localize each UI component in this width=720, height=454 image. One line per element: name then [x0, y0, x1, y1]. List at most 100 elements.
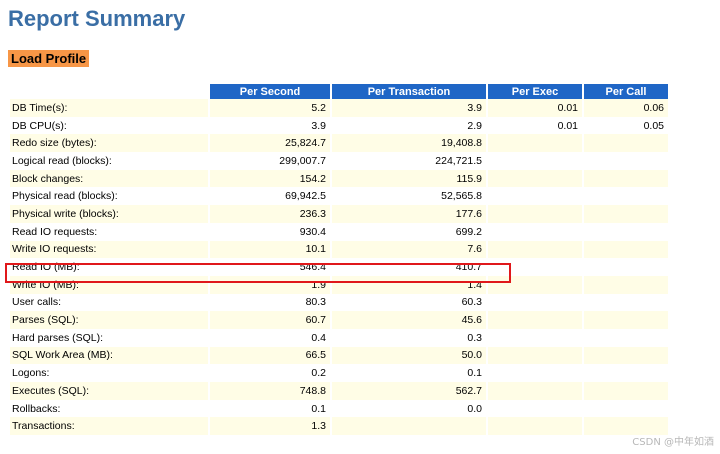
table-row: Read IO (MB): 546.4 410.7	[10, 258, 668, 276]
cell-per-transaction: 562.7	[332, 382, 486, 400]
table-row: Write IO (MB): 1.9 1.4	[10, 275, 668, 294]
cell-per-exec: 0.01	[488, 99, 582, 117]
table-row: Write IO requests: 10.1 7.6	[10, 240, 668, 259]
cell-per-second: 5.2	[210, 99, 330, 117]
cell-per-second: 3.9	[210, 116, 330, 135]
cell-per-call	[584, 240, 668, 259]
table-row: DB Time(s): 5.2 3.9 0.01 0.06	[10, 99, 668, 117]
row-label: Redo size (bytes):	[10, 134, 208, 153]
row-label: Parses (SQL):	[10, 311, 208, 329]
row-label: Read IO (MB):	[10, 258, 208, 276]
row-label: Write IO requests:	[10, 240, 208, 259]
cell-per-second: 80.3	[210, 293, 330, 312]
cell-per-call	[584, 399, 668, 418]
table-row: Read IO requests: 930.4 699.2	[10, 222, 668, 241]
cell-per-call	[584, 222, 668, 241]
row-label: Read IO requests:	[10, 222, 208, 241]
row-label: DB Time(s):	[10, 99, 208, 117]
cell-per-exec	[488, 258, 582, 276]
cell-per-transaction: 2.9	[332, 116, 486, 135]
row-label: Executes (SQL):	[10, 382, 208, 400]
column-header-per-second: Per Second	[210, 84, 330, 99]
cell-per-transaction: 224,721.5	[332, 152, 486, 170]
cell-per-transaction: 1.4	[332, 275, 486, 294]
cell-per-call	[584, 346, 668, 365]
row-label: Logons:	[10, 364, 208, 382]
cell-per-second: 546.4	[210, 258, 330, 276]
cell-per-exec	[488, 293, 582, 312]
table-row: Physical read (blocks): 69,942.5 52,565.8	[10, 187, 668, 206]
cell-per-second: 0.2	[210, 364, 330, 382]
row-label: Transactions:	[10, 417, 208, 436]
cell-per-exec	[488, 187, 582, 206]
cell-per-call: 0.05	[584, 116, 668, 135]
cell-per-exec	[488, 275, 582, 294]
cell-per-transaction: 115.9	[332, 169, 486, 188]
page-title: Report Summary	[8, 6, 186, 31]
cell-per-transaction: 699.2	[332, 222, 486, 241]
cell-per-second: 0.4	[210, 328, 330, 347]
cell-per-transaction: 50.0	[332, 346, 486, 365]
row-label: Write IO (MB):	[10, 275, 208, 294]
cell-per-transaction	[332, 417, 486, 436]
cell-per-second: 25,824.7	[210, 134, 330, 153]
cell-per-second: 66.5	[210, 346, 330, 365]
cell-per-exec	[488, 152, 582, 170]
cell-per-call	[584, 364, 668, 382]
row-label: User calls:	[10, 293, 208, 312]
cell-per-second: 60.7	[210, 311, 330, 329]
cell-per-transaction: 177.6	[332, 205, 486, 223]
cell-per-call	[584, 152, 668, 170]
cell-per-second: 748.8	[210, 382, 330, 400]
cell-per-second: 1.9	[210, 275, 330, 294]
row-label: Hard parses (SQL):	[10, 328, 208, 347]
cell-per-transaction: 7.6	[332, 240, 486, 259]
cell-per-transaction: 0.0	[332, 399, 486, 418]
cell-per-second: 154.2	[210, 169, 330, 188]
cell-per-second: 299,007.7	[210, 152, 330, 170]
row-label: Physical read (blocks):	[10, 187, 208, 206]
cell-per-exec	[488, 328, 582, 347]
cell-per-call	[584, 134, 668, 153]
column-header-per-transaction: Per Transaction	[332, 84, 486, 99]
cell-per-call: 0.06	[584, 99, 668, 117]
cell-per-call	[584, 169, 668, 188]
cell-per-exec	[488, 169, 582, 188]
cell-per-exec	[488, 205, 582, 223]
column-header-per-call: Per Call	[584, 84, 668, 99]
cell-per-exec	[488, 399, 582, 418]
column-header-per-exec: Per Exec	[488, 84, 582, 99]
cell-per-second: 10.1	[210, 240, 330, 259]
cell-per-transaction: 0.1	[332, 364, 486, 382]
row-label: DB CPU(s):	[10, 116, 208, 135]
cell-per-call	[584, 187, 668, 206]
table-row: Executes (SQL): 748.8 562.7	[10, 382, 668, 400]
table-row: Logons: 0.2 0.1	[10, 364, 668, 382]
table-row: Parses (SQL): 60.7 45.6	[10, 311, 668, 329]
cell-per-transaction: 45.6	[332, 311, 486, 329]
cell-per-call	[584, 258, 668, 276]
row-label: Physical write (blocks):	[10, 205, 208, 223]
section-heading-load-profile: Load Profile	[8, 50, 90, 67]
cell-per-second: 930.4	[210, 222, 330, 241]
cell-per-transaction: 3.9	[332, 99, 486, 117]
cell-per-call	[584, 205, 668, 223]
cell-per-call	[584, 275, 668, 294]
table-row: Rollbacks: 0.1 0.0	[10, 399, 668, 418]
cell-per-transaction: 0.3	[332, 328, 486, 347]
cell-per-transaction: 19,408.8	[332, 134, 486, 153]
table-row: DB CPU(s): 3.9 2.9 0.01 0.05	[10, 116, 668, 135]
cell-per-exec	[488, 222, 582, 241]
row-label: Logical read (blocks):	[10, 152, 208, 170]
cell-per-transaction: 410.7	[332, 258, 486, 276]
table-row: Transactions: 1.3	[10, 417, 668, 436]
header-blank	[10, 84, 208, 99]
cell-per-second: 1.3	[210, 417, 330, 436]
cell-per-call	[584, 311, 668, 329]
cell-per-second: 69,942.5	[210, 187, 330, 206]
cell-per-exec	[488, 382, 582, 400]
watermark: CSDN @中年如酒	[632, 437, 714, 448]
table-row: Logical read (blocks): 299,007.7 224,721.5	[10, 152, 668, 170]
table-row: SQL Work Area (MB): 66.5 50.0	[10, 346, 668, 365]
table-row: Redo size (bytes): 25,824.7 19,408.8	[10, 134, 668, 153]
